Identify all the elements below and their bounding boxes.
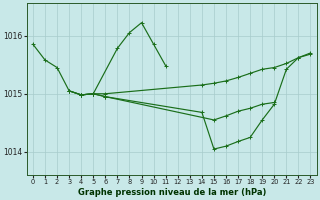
X-axis label: Graphe pression niveau de la mer (hPa): Graphe pression niveau de la mer (hPa) (77, 188, 266, 197)
